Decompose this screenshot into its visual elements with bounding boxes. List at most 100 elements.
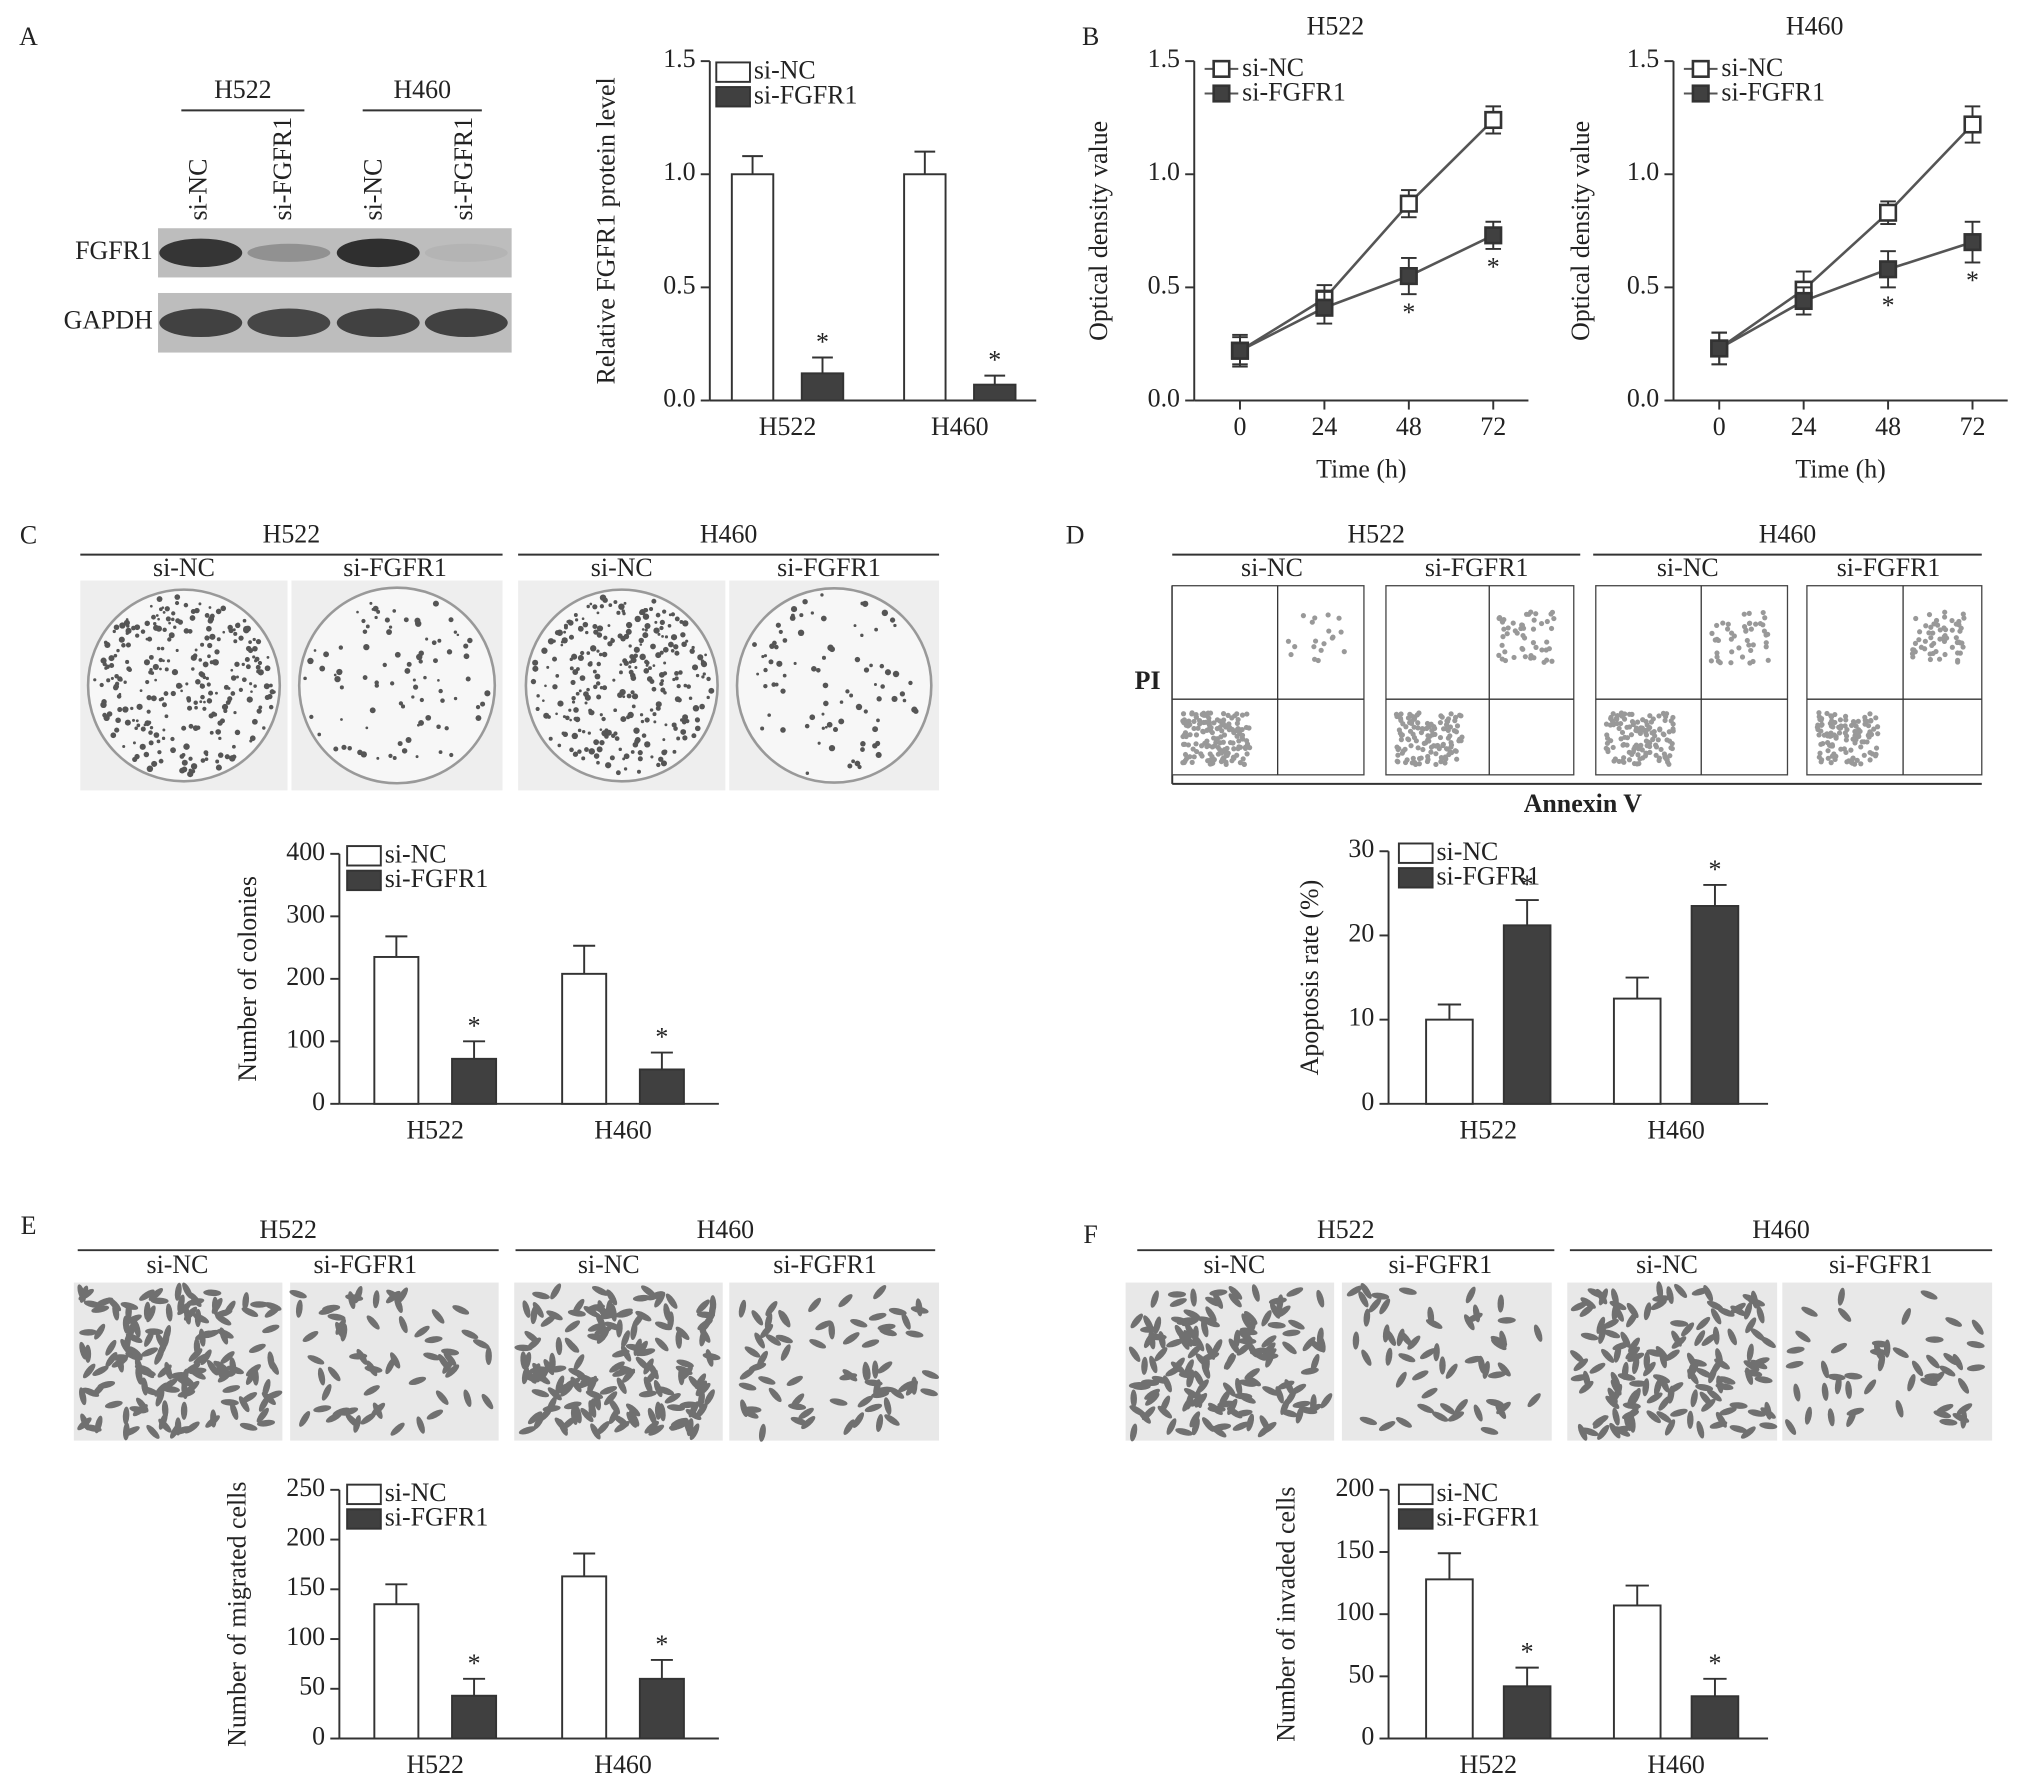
- colony-dot: [159, 667, 162, 671]
- colony-dot: [657, 632, 661, 636]
- cell: [136, 1397, 149, 1413]
- cell: [1205, 1343, 1216, 1360]
- cell: [1238, 1330, 1254, 1343]
- flow-plot: [1806, 585, 1983, 776]
- flow-dot: [1829, 742, 1835, 748]
- colony-dot: [571, 732, 578, 740]
- cell: [1845, 1380, 1852, 1399]
- cell: [616, 1377, 627, 1394]
- flow-dot: [1408, 743, 1414, 749]
- colony-dot: [661, 634, 664, 638]
- cell: [1473, 1404, 1483, 1422]
- flow-dot: [1338, 629, 1344, 635]
- flow-dot: [1912, 649, 1918, 655]
- flow-dot: [1448, 711, 1454, 717]
- flow-dot: [1818, 741, 1824, 747]
- colony-dot: [891, 695, 898, 703]
- colony-dot: [112, 684, 119, 691]
- flow-dot: [1220, 711, 1227, 717]
- colony-dot: [202, 706, 207, 711]
- colony-dot: [145, 679, 150, 685]
- flow-dot: [1618, 721, 1624, 727]
- colony-dot: [688, 696, 693, 701]
- flow-dot: [1187, 732, 1193, 738]
- flow-dot: [1829, 732, 1835, 739]
- cell: [242, 1292, 250, 1311]
- flow-dot: [1499, 618, 1505, 624]
- flow-dot: [1930, 650, 1936, 657]
- flow-dot: [1960, 611, 1966, 617]
- blot-band: [336, 308, 420, 338]
- colony-dot: [93, 678, 97, 682]
- flow-y-label: PI: [1135, 666, 1161, 695]
- colony-dot: [100, 657, 107, 664]
- flow-dot: [1428, 749, 1434, 755]
- y-tick-label: 0.5: [1627, 270, 1659, 299]
- colony-dot: [149, 725, 154, 730]
- cell: [1371, 1292, 1390, 1300]
- series-line: [1239, 119, 1495, 352]
- flow-dot: [1311, 644, 1317, 650]
- colony-dot: [230, 675, 237, 681]
- flow-dot: [1454, 756, 1460, 762]
- flow-dot: [1501, 626, 1507, 632]
- cell: [1497, 1362, 1511, 1377]
- flow-dot: [1425, 733, 1431, 739]
- colony-dot: [697, 654, 704, 661]
- flow-dot: [1315, 657, 1321, 664]
- cell: [588, 1398, 596, 1417]
- cell: [1650, 1299, 1667, 1311]
- cell: [1407, 1335, 1421, 1350]
- flow-dot: [1850, 719, 1857, 725]
- cell: [423, 1352, 441, 1361]
- colony-dot: [340, 718, 343, 721]
- legend-marker: [1691, 84, 1710, 103]
- colony-dot: [234, 661, 240, 667]
- y-axis-label: Number of invaded cells: [1272, 1487, 1301, 1742]
- cell: [758, 1376, 776, 1385]
- colony-dot: [187, 705, 193, 711]
- significance-mark: *: [1966, 266, 1979, 295]
- cell: [1582, 1370, 1591, 1389]
- colony-dot: [155, 614, 159, 617]
- colony-dot: [691, 733, 697, 739]
- cell: [520, 1351, 527, 1370]
- bar: [973, 383, 1017, 402]
- colony-dot: [234, 729, 241, 736]
- colony-dot: [229, 755, 236, 762]
- significance-mark: *: [1882, 291, 1895, 320]
- cell: [637, 1348, 656, 1357]
- colony-dot: [855, 703, 863, 711]
- blot-band: [424, 308, 508, 338]
- colony-dot: [148, 670, 153, 675]
- flow-dot: [1244, 751, 1250, 757]
- colony-dot: [253, 684, 257, 688]
- colony-dot: [805, 771, 810, 775]
- colony-dot: [793, 661, 797, 665]
- flow-dot: [1398, 711, 1404, 717]
- colony-dot: [653, 628, 658, 632]
- colony-dot: [411, 695, 415, 699]
- colony-dot: [463, 643, 469, 649]
- legend-marker: [1691, 59, 1710, 78]
- colony-dot: [780, 688, 786, 694]
- flow-dot: [1549, 658, 1555, 664]
- cell: [230, 1402, 239, 1420]
- cell: [696, 1311, 716, 1319]
- colony-dot: [200, 694, 205, 700]
- colony-dot: [158, 758, 164, 764]
- colony-dot: [126, 624, 130, 628]
- cell: [141, 1377, 149, 1396]
- flow-dot: [1867, 757, 1873, 763]
- cell: [1197, 1316, 1216, 1325]
- panel-letter: A: [19, 22, 38, 51]
- cell: [663, 1303, 671, 1322]
- colony-dot: [100, 701, 107, 709]
- colony-dot: [763, 667, 768, 673]
- colony-dot: [208, 690, 214, 696]
- cell: [1592, 1415, 1609, 1426]
- cell: [532, 1291, 550, 1300]
- colony-dot: [220, 605, 227, 612]
- colony-dot: [114, 727, 120, 733]
- colony-dot: [820, 593, 824, 597]
